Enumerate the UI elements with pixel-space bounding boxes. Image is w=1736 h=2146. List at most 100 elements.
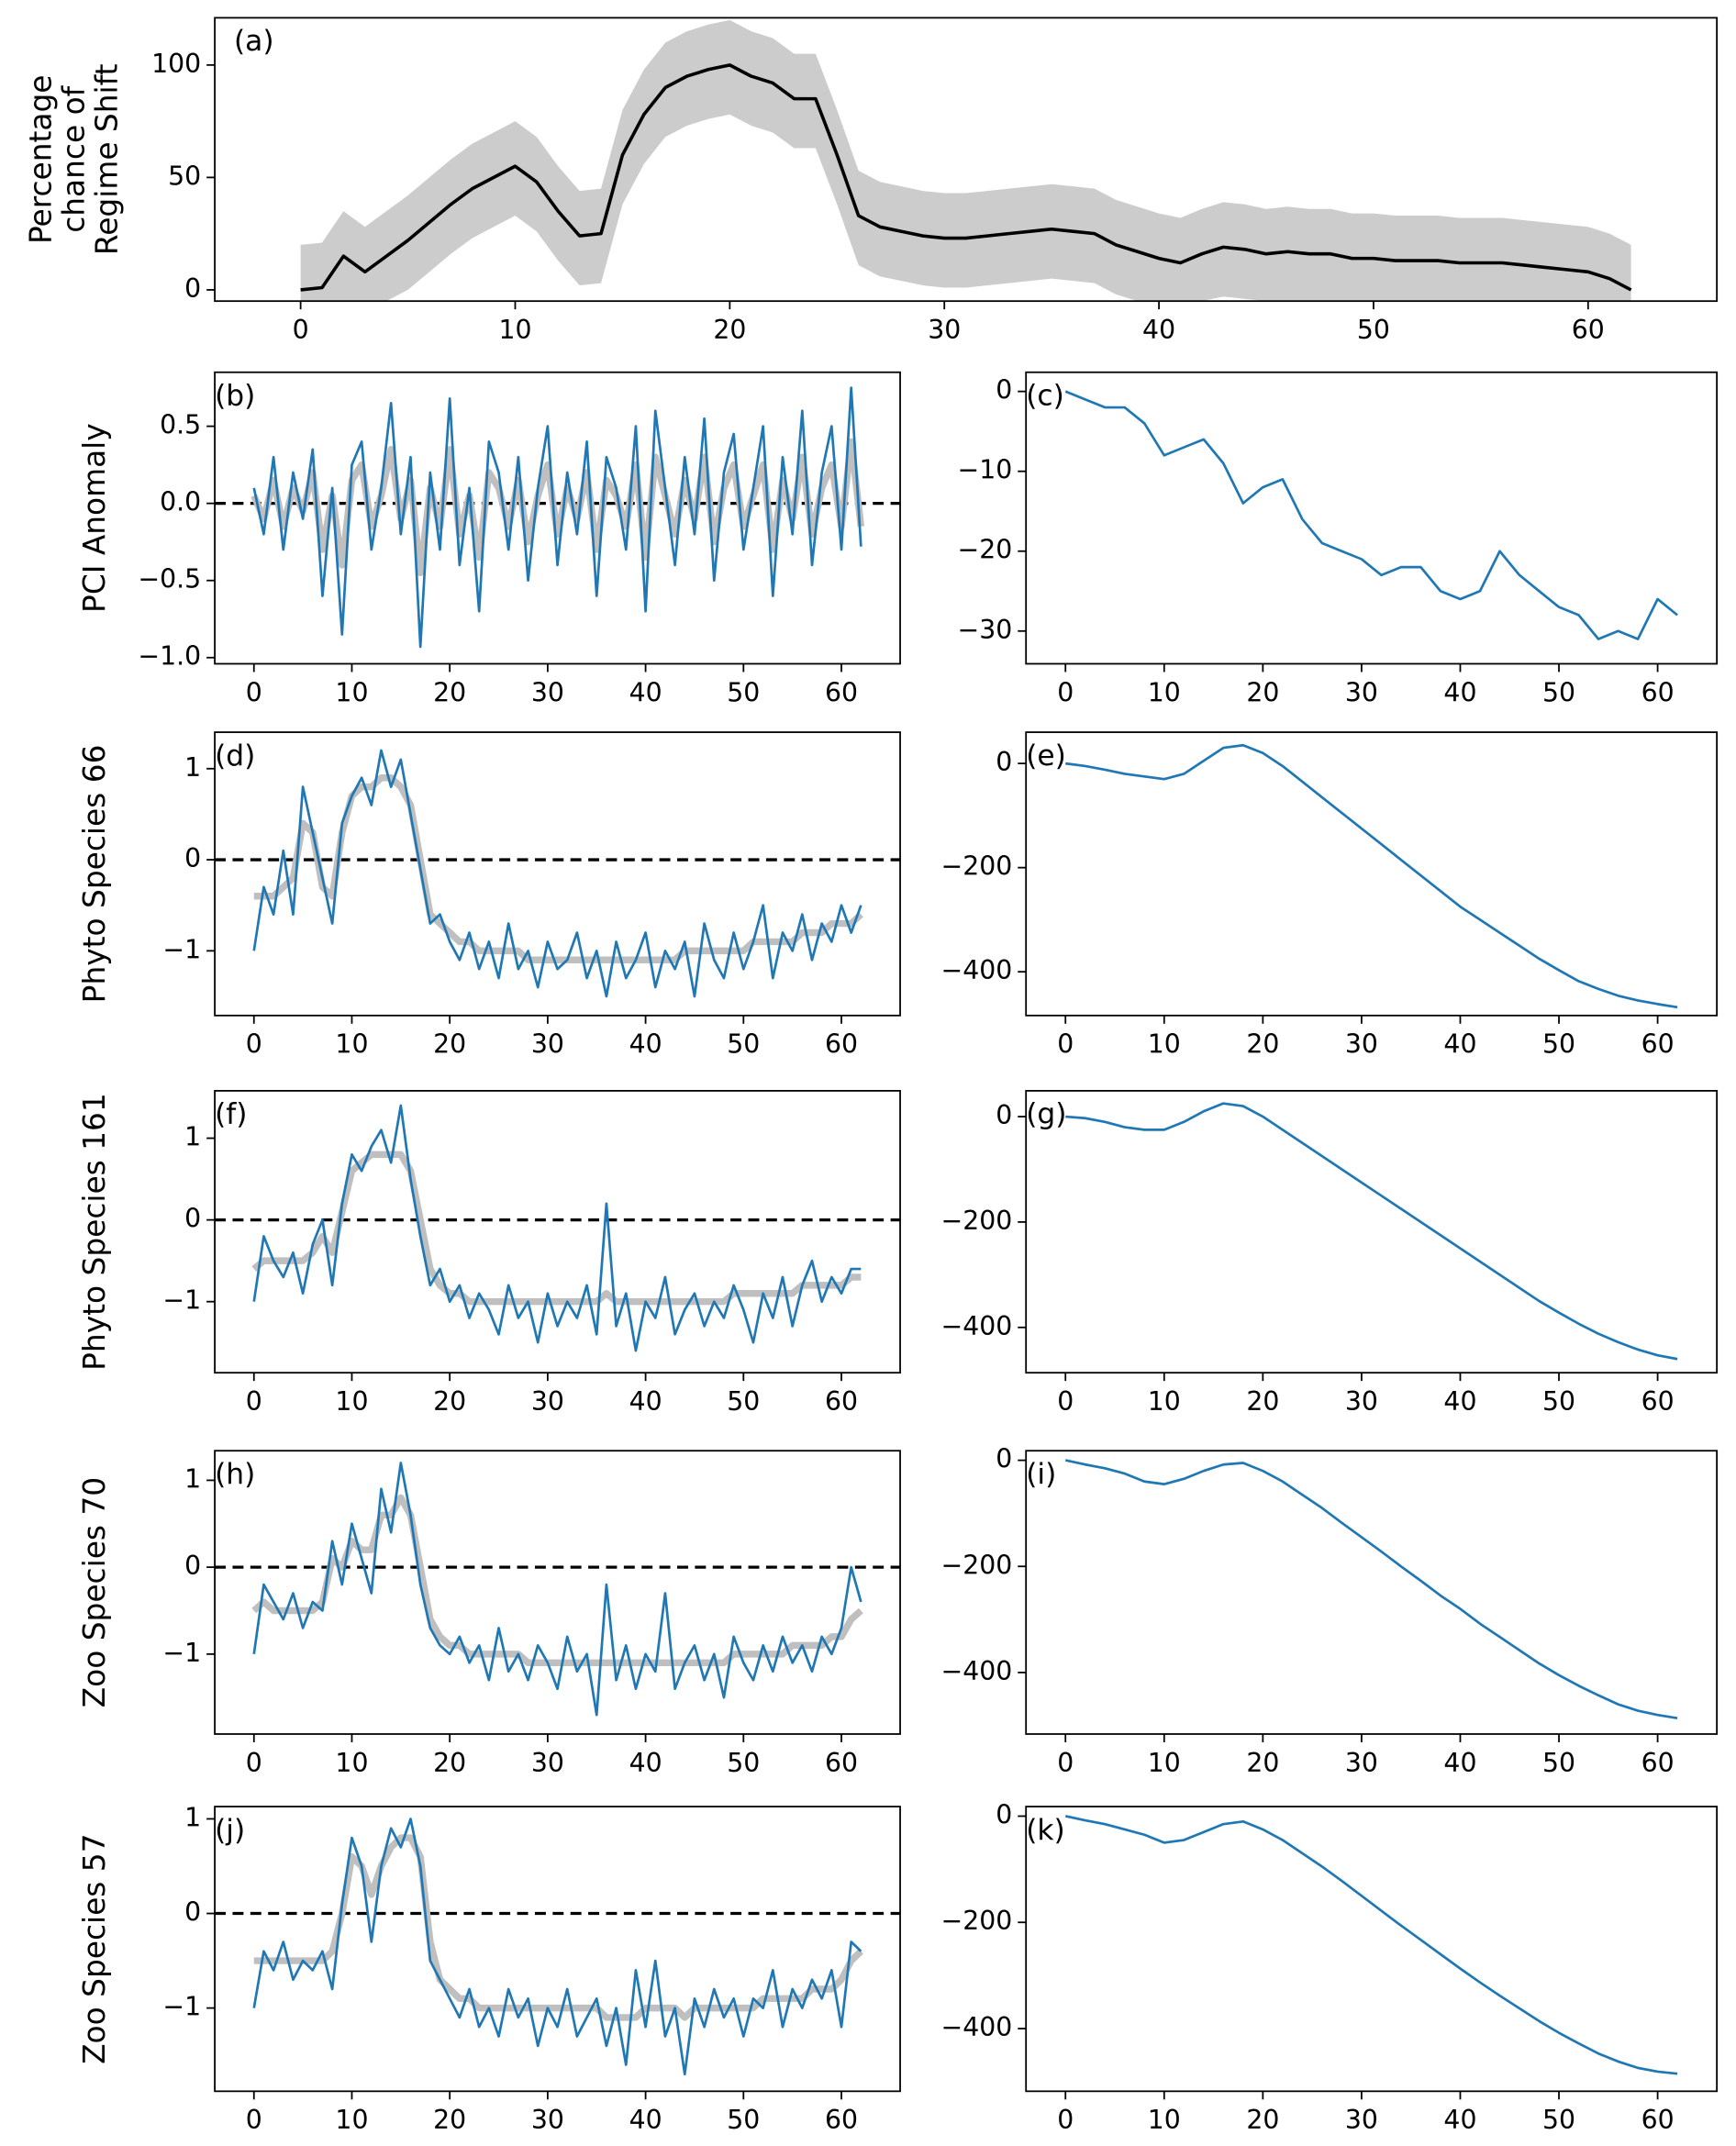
smoothed-line (251, 1494, 863, 1667)
x-tick-label: 20 (1246, 1029, 1279, 1060)
plot-area (1065, 1102, 1678, 1361)
data-line (1064, 1459, 1678, 1719)
panel: 0 10 20 30 40 50 60 −1 0 1 (h) Zoo Species 70 (77, 1450, 901, 1778)
y-tick-label: −1 (162, 1992, 201, 2022)
x-tick-label: 40 (629, 2105, 662, 2135)
confidence-band (300, 19, 1631, 302)
panel: 0 10 20 30 40 50 60 −400 −200 0 (e) (941, 731, 1719, 1060)
y-tick-label: −30 (958, 615, 1013, 645)
y-tick-label: −200 (941, 851, 1013, 882)
x-tick-label: 20 (1246, 2105, 1279, 2135)
y-tick-label: 0 (996, 375, 1012, 406)
x-tick-label: 20 (433, 1386, 466, 1417)
x-tick-label: 50 (1542, 1748, 1575, 1778)
x-tick-label: 40 (1443, 1748, 1476, 1778)
x-tick-label: 50 (727, 1386, 760, 1417)
x-tick-label: 20 (1246, 1748, 1279, 1778)
panel: 0 10 20 30 40 50 60 −1 0 1 (f) Phyto Species 161 (77, 1089, 901, 1417)
x-tick-label: 60 (1641, 1748, 1675, 1778)
panel: 0 10 20 30 40 50 60 −1 0 1 (j) Zoo Species 57 (77, 1802, 901, 2135)
x-tick-label: 10 (1148, 2105, 1181, 2135)
x-tick-label: 30 (531, 1748, 564, 1778)
x-tick-label: 0 (246, 1748, 262, 1778)
x-tick-label: 10 (1148, 1029, 1181, 1060)
x-tick-label: 30 (531, 1386, 564, 1417)
x-tick-label: 30 (1345, 2105, 1378, 2135)
axes-frame (1025, 1806, 1719, 2093)
x-tick-label: 10 (1148, 1386, 1181, 1417)
y-tick-label: 0.0 (160, 487, 201, 517)
y-tick-label: −1 (162, 1638, 201, 1668)
y-tick-label: 0 (184, 273, 201, 304)
axes-frame (1025, 1450, 1719, 1735)
x-tick-label: 20 (433, 677, 466, 707)
x-tick-label: 50 (727, 1029, 760, 1060)
panel-label: (c) (1026, 380, 1064, 413)
y-tick-label: 0.5 (160, 410, 201, 440)
y-axis-label: chance of (57, 84, 92, 232)
x-tick-label: 40 (629, 1748, 662, 1778)
y-tick-label: 0 (184, 1897, 201, 1928)
plot-area (215, 386, 901, 649)
x-tick-label: 30 (1345, 677, 1378, 707)
x-tick-label: 40 (1443, 1029, 1476, 1060)
panel: 0 10 20 30 40 50 60 −400 −200 0 (k) (941, 1799, 1719, 2135)
data-line (1064, 1815, 1678, 2075)
x-tick-label: 60 (825, 2105, 858, 2135)
y-tick-label: 1 (184, 1122, 201, 1152)
x-tick-label: 0 (246, 677, 262, 707)
y-tick-label: 0 (996, 1100, 1012, 1130)
plot-area (1064, 390, 1678, 640)
axes-frame (214, 371, 901, 665)
x-tick-label: 20 (713, 315, 746, 345)
x-tick-label: 20 (433, 1029, 466, 1060)
x-tick-label: 0 (246, 2105, 262, 2135)
y-tick-label: −1 (162, 1285, 201, 1316)
data-line (252, 1818, 862, 2076)
panel: 0 10 20 30 40 50 60 −400 −200 0 (i) (941, 1444, 1719, 1778)
panel-label: (g) (1026, 1098, 1066, 1131)
x-tick-label: 40 (629, 1029, 662, 1060)
x-tick-label: 50 (727, 677, 760, 707)
x-tick-label: 0 (1057, 1029, 1074, 1060)
x-tick-label: 20 (433, 1748, 466, 1778)
y-axis-label: Zoo Species 57 (77, 1833, 112, 2063)
y-tick-label: 0 (996, 1444, 1012, 1474)
x-tick-label: 30 (1345, 1748, 1378, 1778)
x-tick-label: 50 (1357, 315, 1390, 345)
x-tick-label: 30 (1345, 1386, 1378, 1417)
plot-area (1064, 1459, 1678, 1719)
panel-label: (i) (1026, 1458, 1056, 1491)
data-line (1065, 743, 1678, 1009)
smoothed-line (250, 438, 865, 577)
panel-label: (k) (1026, 1814, 1065, 1847)
x-tick-label: 40 (1443, 2105, 1476, 2135)
x-tick-label: 60 (825, 1748, 858, 1778)
y-tick-label: −200 (941, 1206, 1013, 1236)
panel: 0 10 20 30 40 50 60 −1.0 −0.5 0.0 0.5 (b) PCI Anomal… (77, 371, 901, 707)
y-tick-label: 0 (184, 843, 201, 873)
axes-frame (214, 17, 1719, 303)
x-tick-label: 60 (825, 1386, 858, 1417)
data-line (252, 1462, 862, 1717)
data-line (252, 1104, 862, 1352)
plot-area (215, 1818, 901, 2076)
plot-area (1064, 1815, 1678, 2075)
x-tick-label: 0 (246, 1386, 262, 1417)
x-tick-label: 0 (1057, 1748, 1074, 1778)
x-tick-label: 60 (1572, 315, 1605, 345)
x-tick-label: 40 (1443, 1386, 1476, 1417)
axes-frame (1025, 731, 1719, 1017)
panel: 0 10 20 30 40 50 60 −400 −200 0 (g) (941, 1089, 1719, 1417)
x-tick-label: 0 (1057, 677, 1074, 707)
panel-label: (b) (215, 380, 255, 413)
x-tick-label: 60 (1641, 1029, 1675, 1060)
y-tick-label: 100 (151, 49, 201, 79)
y-axis-label: Phyto Species 161 (77, 1093, 112, 1371)
y-axis-label: Percentage (24, 75, 59, 245)
x-tick-label: 50 (727, 1748, 760, 1778)
y-tick-label: −1 (162, 934, 201, 964)
x-tick-label: 20 (433, 2105, 466, 2135)
